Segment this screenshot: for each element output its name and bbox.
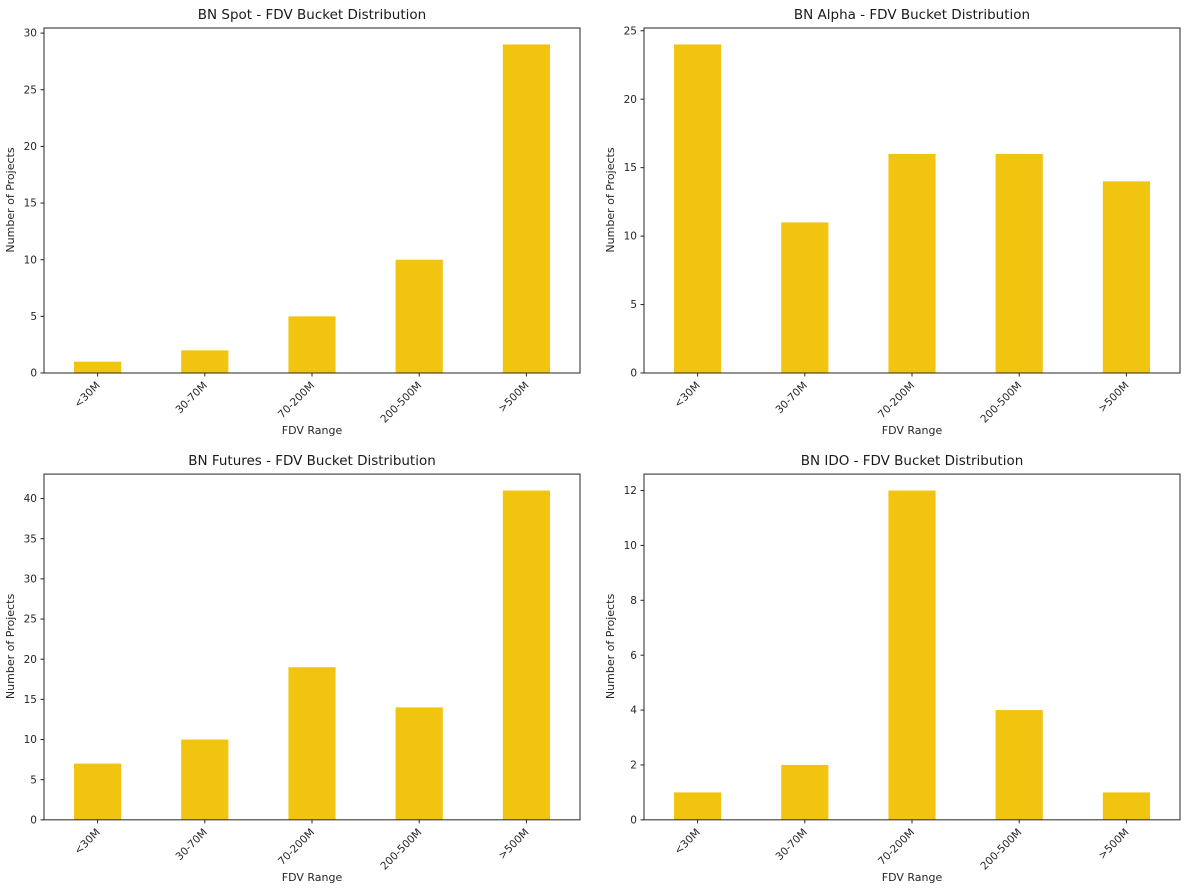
y-tick-label: 8 (630, 595, 637, 607)
chart-title: BN IDO - FDV Bucket Distribution (801, 453, 1024, 469)
y-tick-label: 25 (24, 84, 37, 96)
y-tick-label: 4 (630, 705, 637, 717)
bar (181, 350, 229, 373)
y-tick-label: 20 (624, 94, 637, 106)
bar (888, 153, 936, 373)
x-tick-label: >500M (1096, 380, 1131, 415)
bn-spot-bar-chart-svg: 0 5 10 15 20 25 30 <30M 30-70M 70-200M 200-500M >50… (4, 7, 581, 437)
bar (502, 490, 550, 820)
x-tick-label: >500M (496, 380, 531, 415)
x-tick-label: 70-200M (876, 380, 917, 421)
y-tick-label: 0 (30, 368, 37, 380)
chart-bn-alpha: 0 5 10 15 20 25 <30M 30-70M 70-200M 200-500M >500M… (600, 0, 1200, 446)
plot-area: 0 5 10 15 20 25 30 <30M 30-70M 70-200M 200-500M >50… (24, 27, 581, 426)
x-tick-label: <30M (72, 380, 103, 411)
y-tick-label: 10 (24, 734, 37, 746)
y-tick-label: 2 (630, 760, 637, 772)
y-tick-label: 12 (624, 485, 637, 497)
bar (74, 361, 122, 373)
bar (1102, 181, 1150, 373)
x-tick-label: 70-200M (276, 826, 317, 867)
bar (1102, 792, 1150, 820)
x-tick-label: 30-70M (773, 826, 809, 863)
x-tick-label: 70-200M (876, 826, 917, 867)
bar (781, 764, 829, 820)
y-tick-label: 25 (24, 614, 37, 626)
y-tick-label: 0 (30, 814, 37, 826)
y-axis-label: Number of Projects (4, 147, 17, 252)
bar (995, 710, 1043, 820)
x-tick-label: 30-70M (173, 380, 209, 416)
axes-spines (43, 473, 581, 821)
chart-bn-spot: 0 5 10 15 20 25 30 <30M 30-70M 70-200M 200-500M >50… (0, 0, 600, 446)
y-tick-label: 35 (24, 533, 37, 545)
bar (781, 222, 829, 373)
x-axis-label: FDV Range (882, 871, 943, 884)
y-tick-label: 30 (24, 573, 37, 585)
bar (888, 490, 936, 820)
y-tick-label: 10 (624, 231, 637, 243)
bar (995, 153, 1043, 373)
x-tick-label: <30M (672, 380, 703, 411)
y-tick-label: 6 (630, 650, 637, 662)
y-tick-label: 15 (624, 162, 637, 174)
bar (74, 763, 122, 820)
x-tick-label: 200-500M (378, 826, 424, 872)
axes-spines (643, 473, 1181, 821)
y-tick-label: 5 (30, 774, 37, 786)
bn-alpha-bar-chart-svg: 0 5 10 15 20 25 <30M 30-70M 70-200M 200-500M >500M… (604, 7, 1181, 437)
x-tick-label: >500M (1096, 826, 1131, 861)
y-tick-label: 15 (24, 694, 37, 706)
y-tick-label: 5 (630, 299, 637, 311)
chart-title: BN Spot - FDV Bucket Distribution (198, 7, 426, 23)
plot-area: 0 5 10 15 20 25 30 35 40 <30M 30-70M 70-200M 200-500… (24, 473, 581, 872)
y-tick-label: 20 (24, 141, 37, 153)
x-tick-label: <30M (672, 826, 703, 857)
y-tick-label: 30 (24, 28, 37, 40)
x-axis-label: FDV Range (882, 424, 943, 437)
y-tick-label: 10 (624, 540, 637, 552)
x-tick-label: 30-70M (773, 380, 809, 416)
chart-bn-futures: 0 5 10 15 20 25 30 35 40 <30M 30-70M 70-200M 200-500… (0, 446, 600, 893)
bar (395, 259, 443, 373)
x-tick-label: 70-200M (276, 380, 317, 421)
bar (502, 44, 550, 374)
y-axis-label: Number of Projects (604, 147, 617, 252)
chart-bn-ido: 0 2 4 6 8 10 12 <30M 30-70M 70-200M 200-500M >500M … (600, 446, 1200, 893)
plot-area: 0 2 4 6 8 10 12 <30M 30-70M 70-200M 200-500M >500M (624, 473, 1181, 872)
y-tick-label: 40 (24, 493, 37, 505)
bar (288, 316, 336, 373)
y-tick-label: 15 (24, 198, 37, 210)
x-tick-label: 200-500M (978, 826, 1024, 872)
bn-futures-bar-chart-svg: 0 5 10 15 20 25 30 35 40 <30M 30-70M 70-200M 200-500… (4, 453, 581, 884)
chart-title: BN Futures - FDV Bucket Distribution (188, 453, 436, 469)
y-tick-label: 0 (630, 368, 637, 380)
y-tick-label: 25 (624, 25, 637, 37)
chart-title: BN Alpha - FDV Bucket Distribution (794, 7, 1030, 23)
x-tick-label: 30-70M (173, 826, 209, 863)
bar (674, 44, 722, 374)
x-axis-label: FDV Range (282, 424, 343, 437)
x-tick-label: 200-500M (378, 380, 424, 426)
x-tick-label: <30M (72, 826, 103, 857)
y-axis-label: Number of Projects (4, 594, 17, 700)
y-tick-label: 5 (30, 311, 37, 323)
x-axis-label: FDV Range (282, 871, 343, 884)
bar (181, 739, 229, 820)
y-tick-label: 0 (630, 814, 637, 826)
x-tick-label: >500M (496, 826, 531, 861)
bar (288, 667, 336, 820)
bar (674, 792, 722, 820)
y-tick-label: 20 (24, 654, 37, 666)
bar (395, 707, 443, 820)
y-tick-label: 10 (24, 254, 37, 266)
plot-area: 0 5 10 15 20 25 <30M 30-70M 70-200M 200-500M >500M (624, 25, 1181, 426)
y-axis-label: Number of Projects (604, 594, 617, 700)
x-tick-label: 200-500M (978, 380, 1024, 426)
